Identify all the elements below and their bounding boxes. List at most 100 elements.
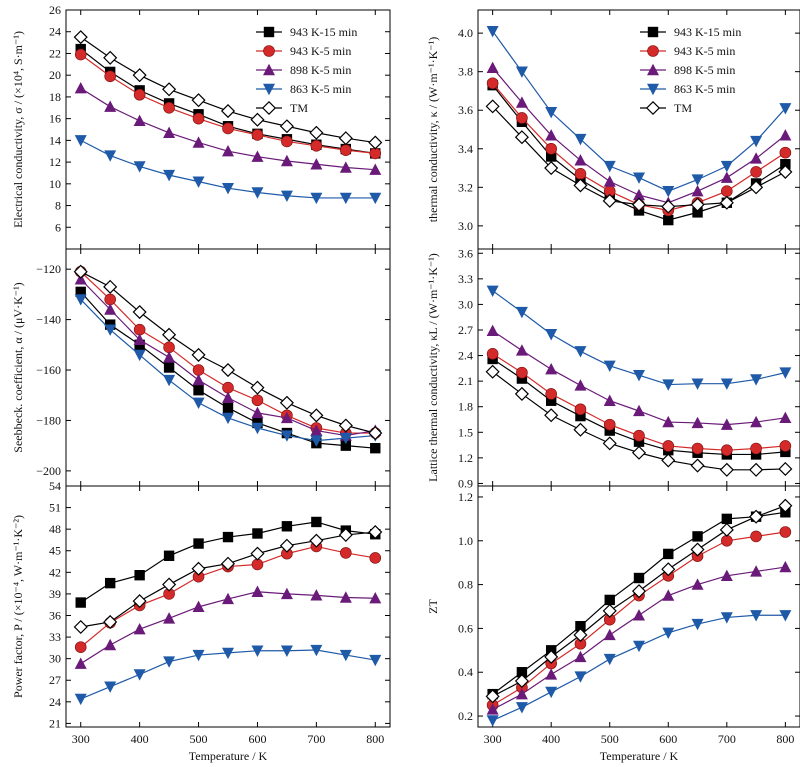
y-axis-label: Power factor, P / (×10⁻⁴, W·m⁻¹·K⁻²) xyxy=(11,515,25,698)
data-point xyxy=(779,129,792,141)
legend-entry: TM xyxy=(256,100,308,116)
data-point xyxy=(486,61,499,74)
legend-label: 863 K-5 min xyxy=(290,82,351,96)
data-point xyxy=(603,394,616,406)
x-tick-label: 800 xyxy=(776,732,794,746)
y-tick-label: 4.0 xyxy=(458,26,473,40)
x-tick-label: 400 xyxy=(542,732,560,746)
data-point xyxy=(573,627,588,643)
data-point xyxy=(104,324,117,336)
data-point xyxy=(661,562,676,577)
data-point xyxy=(309,125,324,140)
data-point xyxy=(220,556,236,571)
data-point xyxy=(515,344,528,356)
data-point xyxy=(310,424,323,436)
y-tick-label: 3.8 xyxy=(458,65,473,79)
data-point xyxy=(310,435,323,447)
series-line xyxy=(492,511,786,695)
y-tick-label: 36 xyxy=(49,608,61,622)
panel-electrical-conductivity: 6 8 10 12 14 16 18 20 22 24 26 Electrical conductiv… xyxy=(11,3,391,250)
x-tick-label: 700 xyxy=(307,732,325,746)
data-point xyxy=(574,346,587,358)
data-point xyxy=(163,612,176,624)
y-tick-label: 10 xyxy=(49,177,61,191)
data-point xyxy=(720,418,733,430)
data-point xyxy=(720,612,733,624)
data-point xyxy=(691,416,704,429)
data-point xyxy=(750,610,763,622)
data-point xyxy=(603,175,616,187)
data-point xyxy=(661,453,676,468)
y-tick-label: 1.2 xyxy=(458,451,473,465)
y-tick-label: 2.1 xyxy=(458,374,473,388)
data-point xyxy=(104,638,117,651)
data-point xyxy=(163,656,176,668)
data-point xyxy=(310,644,323,657)
data-point xyxy=(222,145,234,157)
data-point xyxy=(163,351,176,363)
data-point xyxy=(545,395,557,406)
data-point xyxy=(545,151,557,162)
data-point xyxy=(192,373,205,386)
data-point xyxy=(662,440,675,452)
data-point xyxy=(193,384,204,396)
data-point xyxy=(279,119,294,134)
series-898-k-5-min xyxy=(74,82,382,175)
data-point xyxy=(545,106,558,119)
data-point xyxy=(663,548,674,560)
data-point xyxy=(263,26,275,38)
y-tick-label: 16 xyxy=(49,112,61,126)
data-point xyxy=(690,197,705,212)
data-point xyxy=(339,591,352,603)
data-point xyxy=(545,668,558,680)
y-axis-label: Seebbeck. coefficient, α / (μV·K⁻¹) xyxy=(11,282,25,452)
x-tick-label: 700 xyxy=(718,732,736,746)
data-point xyxy=(251,150,264,162)
y-axis-label: thermal conductivity, κ / (W·m⁻¹·K⁻¹) xyxy=(426,37,440,222)
x-tick-label: 300 xyxy=(484,732,502,746)
data-point xyxy=(222,391,234,403)
panel-zt: 300 400 500 600 700 800 0.2 0.4 0.6 0.8 1.0 1.2 ZT Te… xyxy=(426,485,800,763)
data-point xyxy=(263,83,275,96)
data-point xyxy=(75,286,86,298)
data-point xyxy=(720,171,733,183)
legend-label: 943 K-5 min xyxy=(674,44,735,58)
data-point xyxy=(162,577,177,592)
y-tick-label: 3.3 xyxy=(458,272,473,286)
data-point xyxy=(486,285,499,297)
data-point xyxy=(516,366,528,379)
data-point xyxy=(633,640,645,653)
data-point xyxy=(220,362,236,378)
data-point xyxy=(74,641,87,653)
series-943-k-5-min xyxy=(486,348,792,456)
data-point xyxy=(250,380,265,395)
data-point xyxy=(750,166,762,178)
y-tick-label: 39 xyxy=(49,587,61,601)
data-point xyxy=(515,96,528,108)
data-point xyxy=(750,135,763,148)
data-point xyxy=(602,193,617,208)
data-point xyxy=(192,364,205,376)
data-point xyxy=(515,306,528,319)
series-898-k-5-min xyxy=(486,560,792,715)
data-point xyxy=(309,408,324,423)
data-point xyxy=(778,498,793,513)
data-point xyxy=(514,386,529,401)
data-point xyxy=(192,136,205,148)
y-tick-label: 0.9 xyxy=(458,476,473,490)
legend-entry: 863 K-5 min xyxy=(640,82,735,96)
data-point xyxy=(191,93,206,108)
data-point xyxy=(602,603,617,618)
data-point xyxy=(750,530,762,543)
data-point xyxy=(132,304,147,320)
data-point xyxy=(691,442,704,455)
data-point xyxy=(545,142,557,155)
data-point xyxy=(604,594,615,606)
data-point xyxy=(74,135,87,147)
legend-label: 898 K-5 min xyxy=(674,63,735,77)
data-point xyxy=(719,522,734,537)
data-point xyxy=(486,324,499,337)
data-point xyxy=(340,144,352,156)
data-point xyxy=(162,82,177,97)
x-tick-label: 500 xyxy=(601,732,619,746)
